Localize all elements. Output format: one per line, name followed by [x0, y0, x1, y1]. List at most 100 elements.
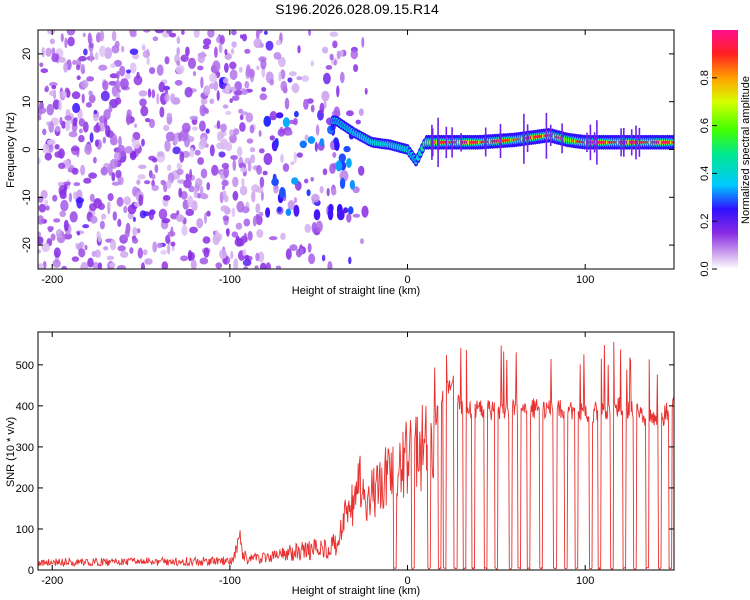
spectrogram-cell [334, 140, 340, 151]
spectrogram-cell [241, 89, 248, 95]
spectrogram-cell [460, 133, 462, 152]
spectrogram-cell [69, 211, 78, 223]
spectrogram-cell [164, 93, 170, 102]
spectrogram-cell [437, 117, 439, 168]
spectrogram-cell [499, 123, 502, 158]
spectrogram-cell [63, 184, 68, 191]
spectrogram-cell [59, 116, 63, 126]
spectrogram-cell [176, 60, 181, 66]
snr-xtick-label: 0 [404, 575, 410, 587]
spectrogram-cell [236, 201, 245, 213]
spectrogram-cell [259, 93, 268, 101]
spectrogram-cell [219, 34, 225, 45]
spectrogram-cell [176, 47, 180, 56]
spectrogram-ytick-label: -20 [21, 237, 33, 253]
snr-frame [37, 331, 675, 571]
spectrogram-cell [103, 109, 111, 120]
spectrogram-cell [38, 157, 41, 165]
spectrogram-cell [221, 185, 226, 190]
spectrogram-cell [64, 115, 72, 121]
spectrogram-cell [41, 242, 50, 253]
spectrogram-cell [205, 128, 210, 134]
spectrogram-cell [58, 56, 66, 63]
spectrogram-cell [199, 120, 206, 132]
spectrogram-cell [89, 50, 94, 63]
spectrogram-cell [84, 244, 88, 251]
spectrogram-cell [314, 141, 318, 152]
spectrogram-cell [176, 162, 182, 170]
colorbar-tick-label: 0.0 [699, 261, 711, 276]
spectrogram-cell [280, 232, 286, 240]
spectrogram-cell [63, 62, 68, 73]
spectrogram-cell [222, 215, 230, 222]
spectrogram-cell [280, 80, 288, 92]
spectrogram-cell [47, 30, 56, 35]
spectrogram-cell [176, 168, 184, 175]
spectrogram-cell [222, 77, 229, 84]
spectrogram-cell [178, 187, 183, 198]
spectrogram-cell [273, 52, 282, 60]
spectrogram-cell [308, 30, 312, 37]
spectrogram-cell [258, 211, 264, 217]
spectrogram-cell [54, 151, 63, 158]
spectrogram-cell [322, 168, 328, 176]
spectrogram-cell [313, 209, 321, 221]
spectrogram-cell [343, 207, 349, 214]
spectrogram-cell [136, 228, 141, 234]
spectrogram-cell [88, 172, 97, 179]
snr-xtick-label: 100 [576, 575, 594, 587]
spectrogram-cell [301, 75, 310, 82]
colorbar-tick-label: 0.6 [699, 118, 711, 133]
spectrogram-cell [251, 190, 256, 203]
spectrogram-cell [179, 151, 185, 163]
spectrogram-cell [48, 121, 55, 133]
spectrogram-cell [129, 247, 134, 254]
spectrogram-cell [46, 103, 54, 116]
spectrogram-cell [269, 135, 275, 141]
spectrogram-cell [145, 118, 151, 123]
spectrogram-cell [353, 64, 359, 73]
spectrogram-cell [620, 128, 622, 157]
spectrogram-cell [49, 82, 58, 87]
spectrogram-cell [232, 176, 239, 188]
spectrogram-cell [94, 139, 99, 147]
spectrogram-cell [152, 36, 159, 42]
spectrogram-cell [306, 98, 314, 104]
spectrogram-cell [51, 47, 56, 55]
spectrogram-xtick-label: -100 [219, 274, 241, 286]
spectrogram-cell [72, 191, 78, 200]
spectrogram-cell [261, 87, 267, 92]
spectrogram-cell [53, 218, 61, 223]
spectrogram-cell [225, 142, 233, 152]
spectrogram-cell [239, 185, 248, 196]
spectrogram-cell [76, 64, 81, 71]
spectrogram-cell [120, 251, 129, 258]
spectrogram-cell [51, 85, 57, 90]
spectrogram-cell [323, 100, 327, 109]
spectrogram-cell [222, 190, 227, 198]
snr-series-line [38, 341, 674, 570]
spectrogram-cell [586, 132, 588, 153]
spectrogram-cell [327, 261, 333, 269]
spectrogram-cell [138, 90, 148, 97]
spectrogram-cell [165, 131, 175, 142]
spectrogram-cell [349, 179, 355, 190]
spectrogram-cell [60, 33, 64, 43]
spectrogram-cell [231, 231, 238, 238]
spectrogram-cell [307, 136, 316, 144]
spectrogram-cell [346, 158, 352, 168]
spectrogram-cell [202, 236, 211, 244]
spectrogram-cell [169, 32, 177, 38]
spectrogram-cell [83, 177, 92, 184]
spectrogram-cell [292, 82, 300, 94]
spectrogram-cell [352, 186, 360, 194]
spectrogram-cell [164, 56, 170, 65]
spectrogram-cell [52, 259, 61, 268]
spectrogram-cell [321, 254, 326, 262]
snr-marks [38, 341, 674, 570]
spectrogram-cell [343, 145, 351, 153]
spectrogram-cell [589, 124, 592, 161]
spectrogram-cell [234, 237, 244, 247]
spectrogram-cell [329, 31, 339, 37]
spectrogram-cell [52, 99, 61, 110]
